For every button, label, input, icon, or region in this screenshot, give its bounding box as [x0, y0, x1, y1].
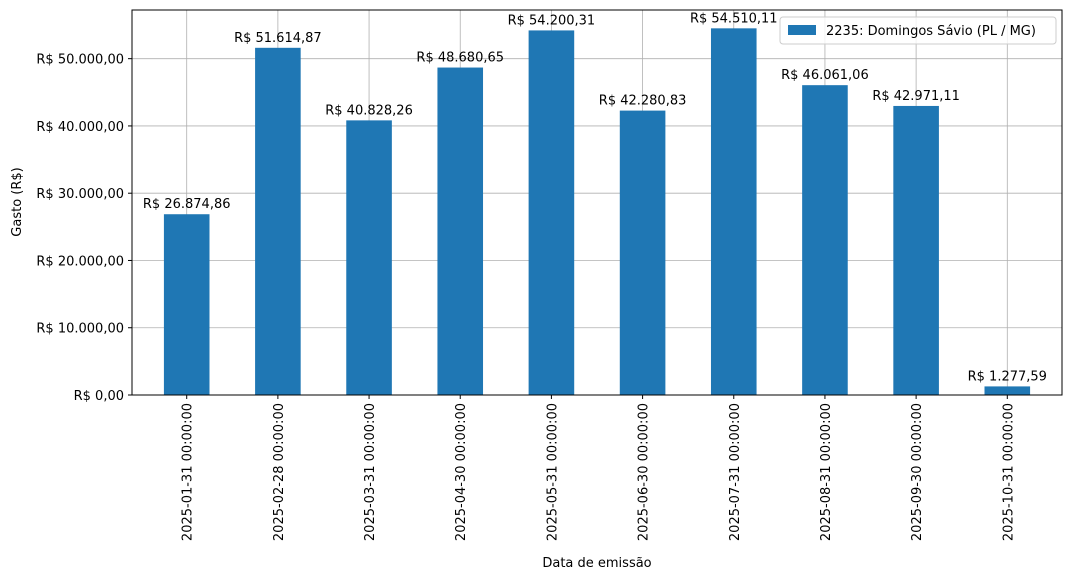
bar: [255, 47, 301, 396]
bar-data-label: R$ 26.874,86: [143, 197, 231, 212]
bar-data-label: R$ 54.510,11: [690, 11, 778, 26]
y-tick-label: R$ 50.000,00: [36, 53, 124, 68]
bar-data-labels: R$ 26.874,86 R$ 51.614,87 R$ 40.828,26 R$ 4…: [143, 11, 1047, 384]
bar: [710, 28, 757, 395]
y-tick-label: R$ 20.000,00: [36, 254, 124, 269]
legend-label: 2235: Domingos Sávio (PL / MG): [826, 24, 1036, 39]
legend: 2235: Domingos Sávio (PL / MG): [779, 16, 1057, 45]
plot-frame: [131, 9, 1063, 396]
bar-data-label: R$ 51.614,87: [234, 31, 322, 46]
legend-swatch: [788, 25, 816, 35]
x-axis: 2025-01-31 00:00:00 2025-02-28 00:00:00 20…: [181, 395, 1016, 541]
x-tick-label: 2025-09-30 00:00:00: [910, 403, 925, 541]
y-axis-label: Gasto (R$): [10, 167, 25, 236]
bar-data-label: R$ 48.680,65: [416, 51, 504, 66]
bar: [984, 386, 1031, 395]
bar: [346, 120, 392, 396]
x-tick-label: 2025-05-31 00:00:00: [545, 403, 560, 541]
bar: [528, 30, 575, 395]
y-tick-label: R$ 30.000,00: [36, 187, 124, 202]
bar-data-label: R$ 42.971,11: [872, 89, 960, 104]
bar-data-label: R$ 46.061,06: [781, 68, 869, 83]
y-tick-label: R$ 0,00: [74, 389, 124, 404]
y-tick-label: R$ 10.000,00: [36, 322, 124, 337]
x-axis-label: Data de emissão: [542, 556, 651, 571]
bar: [437, 67, 484, 396]
bar-data-label: R$ 40.828,26: [325, 103, 413, 118]
x-tick-label: 2025-01-31 00:00:00: [181, 403, 196, 541]
x-tick-label: 2025-04-30 00:00:00: [454, 403, 469, 541]
x-tick-label: 2025-08-31 00:00:00: [819, 403, 834, 541]
y-tick-label: R$ 40.000,00: [36, 120, 124, 135]
bar: [893, 105, 939, 396]
bar: [802, 85, 848, 396]
y-axis: R$ 0,00 R$ 10.000,00 R$ 20.000,00 R$ 30.000…: [36, 53, 132, 404]
x-tick-label: 2025-07-31 00:00:00: [728, 403, 743, 541]
x-tick-label: 2025-06-30 00:00:00: [637, 403, 652, 541]
legend-box: [779, 16, 1057, 45]
bar: [619, 110, 666, 395]
x-tick-label: 2025-03-31 00:00:00: [363, 403, 378, 541]
bars: [163, 28, 1031, 396]
x-tick-label: 2025-02-28 00:00:00: [272, 403, 287, 541]
x-tick-label: 2025-10-31 00:00:00: [1001, 403, 1016, 541]
bar-data-label: R$ 54.200,31: [508, 13, 596, 28]
bar-data-label: R$ 42.280,83: [599, 94, 687, 109]
bar: [163, 214, 210, 395]
bar-data-label: R$ 1.277,59: [968, 369, 1047, 384]
